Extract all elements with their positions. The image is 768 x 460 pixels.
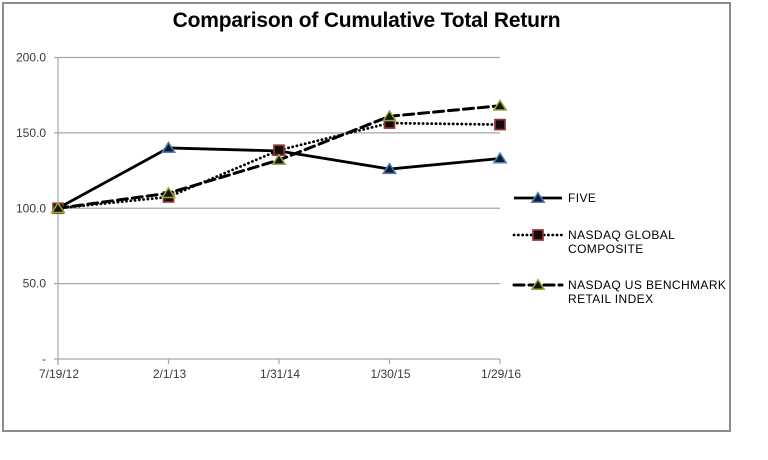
svg-text:1/31/14: 1/31/14 — [260, 367, 300, 381]
svg-text:200.0: 200.0 — [16, 51, 46, 65]
chart-title: Comparison of Cumulative Total Return — [172, 9, 561, 32]
svg-text:1/29/16: 1/29/16 — [481, 367, 521, 381]
svg-text:1/30/15: 1/30/15 — [370, 367, 410, 381]
svg-text:-: - — [42, 352, 46, 366]
svg-text:50.0: 50.0 — [23, 277, 47, 291]
legend-item-nasdaq-global-composite: NASDAQ GLOBAL COMPOSITE — [512, 227, 743, 256]
svg-text:7/19/12: 7/19/12 — [39, 367, 79, 381]
chart-legend: FIVE NASDAQ GLOBAL COMPOSITE NASDAQ US B… — [512, 190, 743, 306]
legend-label-nasdaq-us-benchmark-retail: NASDAQ US BENCHMARK RETAIL INDEX — [568, 278, 727, 306]
legend-item-five: FIVE — [512, 190, 743, 206]
legend-label-five: FIVE — [568, 191, 597, 205]
legend-item-nasdaq-us-benchmark-retail: NASDAQ US BENCHMARK RETAIL INDEX — [512, 277, 743, 306]
retail-line-marker-icon — [512, 278, 564, 291]
legend-label-nasdaq-global-composite: NASDAQ GLOBAL COMPOSITE — [568, 228, 675, 256]
five-line-marker-icon — [514, 191, 562, 204]
svg-text:100.0: 100.0 — [16, 201, 46, 215]
svg-text:150.0: 150.0 — [16, 126, 46, 140]
chart-frame — [2, 2, 731, 432]
svg-text:2/1/13: 2/1/13 — [153, 367, 187, 381]
composite-line-marker-icon — [512, 229, 564, 241]
